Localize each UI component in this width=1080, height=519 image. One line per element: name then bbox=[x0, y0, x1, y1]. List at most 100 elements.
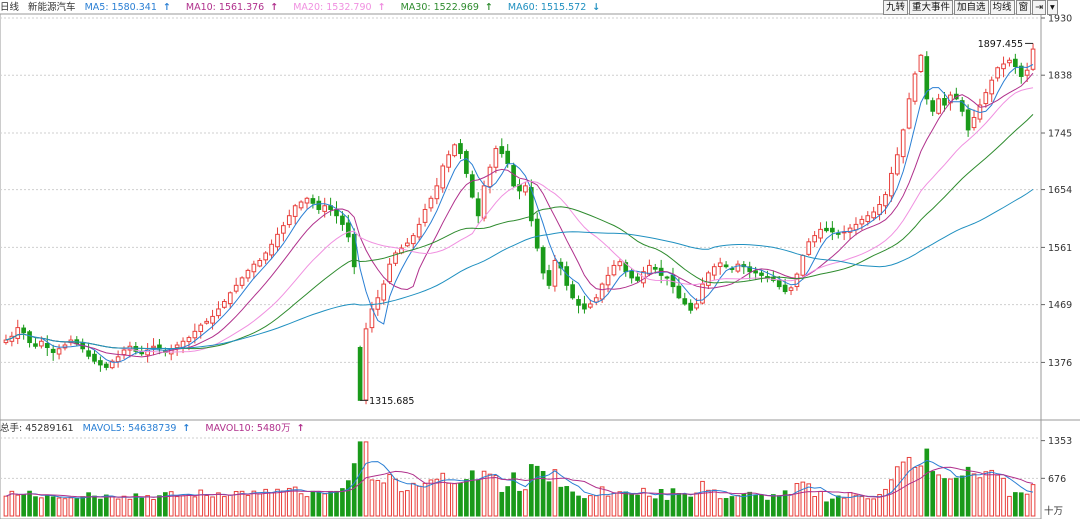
volume-bar bbox=[198, 489, 204, 517]
candle-body bbox=[151, 345, 156, 349]
volume-bar bbox=[257, 493, 263, 517]
add-watchlist-button[interactable]: 加自选 bbox=[954, 0, 989, 15]
volume-bar bbox=[1024, 493, 1030, 517]
candle-body bbox=[216, 308, 221, 317]
total-volume: 总手: 45289161 bbox=[0, 423, 74, 434]
volume-bar bbox=[841, 497, 847, 517]
ma60-line bbox=[5, 188, 1034, 350]
ma20-value: MA20: 1532.790 ↑ bbox=[293, 2, 386, 13]
volume-bar bbox=[92, 495, 97, 517]
volume-bar bbox=[186, 494, 192, 517]
triangle-down-icon[interactable]: ▾ bbox=[1047, 0, 1058, 15]
candle-body bbox=[700, 283, 705, 304]
volume-bar bbox=[682, 493, 688, 517]
nine-turn-button[interactable]: 九转 bbox=[883, 0, 909, 15]
ma-settings-button[interactable]: 均线 bbox=[989, 0, 1015, 15]
volume-bar bbox=[399, 491, 404, 517]
volume-bar bbox=[741, 493, 747, 517]
volume-header: 总手: 45289161 MAVOL5: 54638739 ↑ MAVOL10: … bbox=[0, 421, 317, 436]
candle-body bbox=[410, 235, 416, 245]
volume-bar bbox=[652, 498, 658, 517]
volume-bar bbox=[505, 486, 511, 517]
volume-bar bbox=[747, 491, 753, 517]
volume-bar bbox=[528, 464, 534, 517]
volume-bar bbox=[930, 471, 936, 517]
volume-bar bbox=[523, 489, 528, 517]
arrow-right-bar-icon[interactable]: ⇥ bbox=[1032, 0, 1047, 15]
volume-bar bbox=[275, 488, 280, 517]
candle-body bbox=[257, 259, 263, 267]
price-tick-label: 1376 bbox=[1048, 358, 1072, 369]
window-button[interactable]: 窗 bbox=[1015, 0, 1032, 15]
volume-bar bbox=[387, 474, 392, 517]
volume-unit-label: 十万 bbox=[1044, 505, 1063, 517]
volume-bar bbox=[582, 498, 587, 517]
volume-bar bbox=[989, 469, 995, 517]
candle-body bbox=[676, 285, 682, 299]
volume-bar bbox=[735, 494, 741, 517]
candle-body bbox=[989, 79, 995, 95]
volume-bar bbox=[611, 492, 617, 517]
candle-body bbox=[877, 204, 882, 215]
volume-average-lines bbox=[5, 459, 1034, 499]
arrow-icon: ↑ bbox=[162, 2, 171, 13]
volume-bar bbox=[298, 493, 304, 517]
arrow-icon: ↑ bbox=[484, 2, 493, 13]
candle-body bbox=[33, 343, 38, 347]
volume-bar bbox=[859, 496, 865, 517]
candle-body bbox=[44, 343, 50, 349]
candle-body bbox=[452, 144, 457, 157]
volume-bar bbox=[21, 494, 26, 517]
candle-body bbox=[576, 299, 581, 306]
volume-bar bbox=[80, 496, 86, 517]
volume-bar bbox=[953, 477, 959, 517]
candle-body bbox=[469, 174, 475, 198]
candle-body bbox=[883, 194, 888, 207]
volume-tick-label: 1353 bbox=[1048, 436, 1072, 447]
volume-bar bbox=[345, 480, 351, 517]
volume-bar bbox=[145, 495, 150, 517]
candle-body bbox=[275, 233, 280, 248]
major-events-button[interactable]: 重大事件 bbox=[909, 0, 954, 15]
volume-bar bbox=[1013, 492, 1018, 517]
price-tick-label: 1469 bbox=[1048, 300, 1072, 311]
price-header: 日线 新能源汽车 MA5: 1580.341 ↑ MA10: 1561.376 ↑ … bbox=[0, 0, 612, 15]
candle-body bbox=[688, 302, 694, 311]
arrow-icon: ↑ bbox=[296, 423, 305, 434]
volume-bar bbox=[133, 493, 139, 517]
volume-bar bbox=[706, 489, 711, 517]
candle-body bbox=[50, 348, 56, 353]
candle-body bbox=[393, 252, 398, 264]
volume-bar bbox=[812, 496, 817, 517]
volume-bar bbox=[416, 485, 422, 517]
volume-bar bbox=[3, 495, 9, 517]
volume-bar bbox=[865, 498, 871, 517]
volume-bar bbox=[824, 501, 829, 517]
candle-body bbox=[694, 303, 699, 309]
volume-bar bbox=[9, 490, 15, 517]
volume-bar bbox=[292, 486, 298, 517]
price-tick-label: 1654 bbox=[1048, 185, 1072, 196]
candle-body bbox=[286, 215, 292, 226]
candle-body bbox=[210, 315, 215, 324]
mavol10-value: MAVOL10: 5480万 ↑ bbox=[205, 423, 305, 434]
mavol5-value: MAVOL5: 54638739 ↑ bbox=[82, 423, 191, 434]
volume-bar bbox=[800, 481, 806, 517]
volume-bar bbox=[210, 496, 215, 517]
volume-bar bbox=[227, 494, 233, 517]
candle-body bbox=[983, 92, 989, 105]
volume-bar bbox=[670, 488, 676, 517]
volume-bar bbox=[109, 496, 115, 517]
candle-body bbox=[416, 223, 422, 238]
candle-body bbox=[310, 198, 316, 204]
volume-bar bbox=[115, 498, 121, 517]
volume-bar bbox=[263, 488, 269, 517]
candle-body bbox=[233, 284, 239, 292]
volume-bar bbox=[469, 470, 475, 517]
volume-bar bbox=[759, 494, 764, 517]
volume-bar bbox=[588, 495, 593, 517]
mavol10-line bbox=[5, 466, 1034, 498]
volume-bar bbox=[233, 490, 239, 517]
volume-bar bbox=[151, 498, 156, 517]
candle-body bbox=[428, 197, 434, 209]
